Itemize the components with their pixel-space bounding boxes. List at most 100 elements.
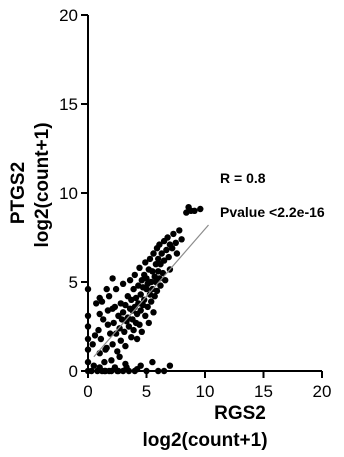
x-tick-label: 5 xyxy=(142,382,151,401)
data-point xyxy=(146,255,154,263)
data-point xyxy=(103,285,110,293)
data-point xyxy=(96,294,103,302)
data-point xyxy=(119,280,127,287)
data-point xyxy=(163,246,170,254)
annotation-r: R = 0.8 xyxy=(220,170,266,186)
data-point xyxy=(158,250,165,257)
data-point xyxy=(108,357,115,364)
y-ticks-layer: 0 5 10 15 20 xyxy=(59,6,88,381)
y-axis-title-line-1: PTGS2 xyxy=(8,162,29,224)
data-point xyxy=(149,358,156,366)
data-point xyxy=(156,241,163,248)
data-point xyxy=(121,328,128,335)
x-ticks-layer: 0 5 10 15 20 xyxy=(83,371,331,401)
data-point xyxy=(144,303,151,311)
data-point xyxy=(149,268,156,275)
data-point xyxy=(97,335,105,343)
y-tick-label: 10 xyxy=(59,184,78,203)
data-point xyxy=(132,294,140,302)
data-point xyxy=(131,271,138,279)
data-point xyxy=(105,293,113,300)
data-point xyxy=(148,278,155,286)
data-point xyxy=(89,341,96,348)
data-point xyxy=(128,334,135,341)
data-point xyxy=(112,330,120,337)
x-tick-label: 15 xyxy=(254,382,273,401)
points-layer xyxy=(84,204,204,375)
data-point xyxy=(157,282,164,289)
data-point xyxy=(150,309,157,316)
data-point xyxy=(191,207,198,214)
x-axis-title-line-1: RGS2 xyxy=(214,403,266,424)
data-point xyxy=(172,239,179,246)
data-point xyxy=(164,234,171,241)
x-tick-label: 0 xyxy=(83,382,92,401)
data-point xyxy=(126,277,134,284)
data-point xyxy=(197,205,204,213)
y-tick-label: 5 xyxy=(69,273,78,292)
data-point xyxy=(119,309,127,316)
data-point xyxy=(162,277,169,284)
data-point xyxy=(153,287,161,295)
data-point xyxy=(114,348,121,355)
data-point xyxy=(102,346,109,353)
data-point xyxy=(96,310,103,318)
data-point xyxy=(109,275,116,282)
data-point xyxy=(130,285,137,293)
data-point xyxy=(130,326,137,334)
data-point xyxy=(137,291,144,298)
data-point xyxy=(107,330,114,337)
y-tick-label: 20 xyxy=(59,6,78,25)
data-point xyxy=(133,335,141,343)
data-point xyxy=(170,230,177,238)
data-point xyxy=(125,323,133,330)
data-point xyxy=(91,332,99,339)
data-point xyxy=(178,236,185,243)
data-point xyxy=(152,261,160,268)
data-point xyxy=(148,298,155,305)
data-point xyxy=(160,257,168,264)
data-point xyxy=(142,259,149,266)
data-point xyxy=(112,285,120,293)
data-point xyxy=(111,303,119,311)
data-point xyxy=(173,250,181,257)
data-point xyxy=(93,300,100,307)
x-axis-title-line-2: log2(count+1) xyxy=(142,430,267,451)
data-point xyxy=(137,307,144,314)
data-point xyxy=(176,227,183,234)
data-point xyxy=(95,326,102,334)
data-point xyxy=(151,293,158,300)
data-point xyxy=(138,328,145,335)
data-point xyxy=(136,321,143,328)
data-point xyxy=(169,245,176,252)
data-point xyxy=(143,285,150,293)
data-point xyxy=(136,264,143,271)
data-point xyxy=(122,301,129,309)
y-axis-title-line-2: log2(count+1) xyxy=(32,122,53,247)
data-point xyxy=(142,312,149,319)
data-point xyxy=(101,358,108,366)
regression-line xyxy=(93,224,209,358)
data-point xyxy=(116,353,123,360)
annotation-pvalue: Pvalue <2.2e-16 xyxy=(220,204,325,220)
data-point xyxy=(143,275,150,282)
x-tick-label: 10 xyxy=(196,382,215,401)
data-point xyxy=(145,319,152,327)
data-point xyxy=(109,341,116,348)
data-point xyxy=(150,250,157,257)
data-point xyxy=(155,255,162,263)
data-point xyxy=(122,342,129,350)
data-point xyxy=(110,319,117,327)
data-point xyxy=(100,316,107,323)
data-point xyxy=(90,362,98,369)
y-tick-label: 15 xyxy=(59,95,78,114)
data-point xyxy=(104,321,112,328)
data-point xyxy=(117,337,125,344)
y-tick-label: 0 xyxy=(69,362,78,381)
data-point xyxy=(165,253,172,261)
data-point xyxy=(123,364,130,371)
data-point xyxy=(166,362,174,369)
x-tick-label: 20 xyxy=(313,382,332,401)
data-point xyxy=(104,307,112,314)
